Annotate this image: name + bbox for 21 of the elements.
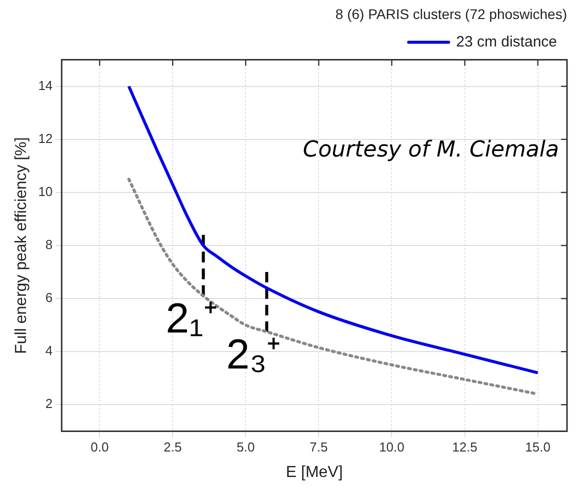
x-tick-label: 5.0 [236, 440, 255, 455]
y-tick-label: 4 [45, 343, 53, 358]
y-tick-label: 12 [38, 130, 53, 146]
legend-title: 8 (6) PARIS clusters (72 phoswiches) [335, 6, 567, 22]
x-tick-label: 2.5 [164, 440, 182, 455]
y-tick-label: 6 [45, 290, 53, 306]
x-tick-label: 10.0 [379, 440, 404, 455]
annotation: Courtesy of M. Ciemala [302, 138, 559, 163]
x-tick-label: 12.5 [452, 440, 478, 455]
legend-label: 23 cm distance [456, 33, 558, 50]
y-tick-label: 10 [38, 184, 53, 200]
x-tick-label: 7.5 [310, 440, 328, 455]
annotation: 2₃⁺ [226, 330, 281, 378]
y-tick-label: 14 [38, 78, 53, 93]
x-axis-title: E [MeV] [286, 464, 343, 481]
y-tick-label: 2 [45, 396, 53, 412]
y-tick-label: 8 [45, 237, 53, 252]
x-tick-label: 0.0 [90, 440, 109, 455]
y-axis-title: Full energy peak efficiency [%] [13, 137, 30, 354]
annotation: 2₁⁺ [166, 294, 218, 342]
x-tick-label: 15.0 [525, 440, 550, 455]
